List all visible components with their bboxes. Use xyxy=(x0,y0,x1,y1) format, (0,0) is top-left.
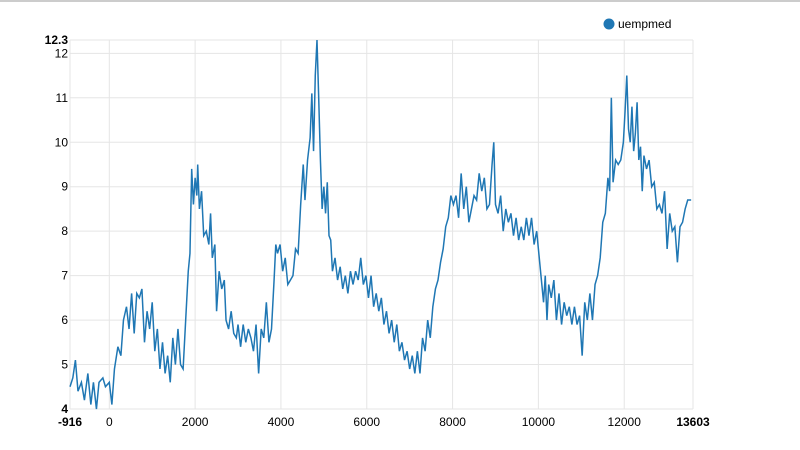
x-tick-label: 6000 xyxy=(353,415,380,429)
x-tick-label: 0 xyxy=(106,415,113,429)
y-tick-label: 11 xyxy=(56,91,69,105)
legend-label: uempmed xyxy=(618,17,671,31)
x-tick-label: 12000 xyxy=(608,415,642,429)
x-tick-label: 13603 xyxy=(676,415,710,429)
y-tick-label: 10 xyxy=(55,135,69,149)
x-tick-label: 4000 xyxy=(268,415,295,429)
legend-marker xyxy=(603,18,615,30)
y-tick-label: 4 xyxy=(61,402,68,416)
x-tick-label: 10000 xyxy=(522,415,556,429)
x-tick-label: 2000 xyxy=(182,415,209,429)
y-tick-label: 7 xyxy=(61,269,68,283)
y-tick-label: 12 xyxy=(55,46,69,60)
y-tick-label: 9 xyxy=(61,180,68,194)
x-tick-label: 8000 xyxy=(439,415,466,429)
y-tick-label: 8 xyxy=(61,224,68,238)
x-tick-label: -916 xyxy=(58,415,82,429)
y-tick-label: 12.3 xyxy=(45,33,69,47)
y-tick-label: 5 xyxy=(61,358,68,372)
line xyxy=(69,39,692,410)
y-tick-label: 6 xyxy=(61,313,68,327)
